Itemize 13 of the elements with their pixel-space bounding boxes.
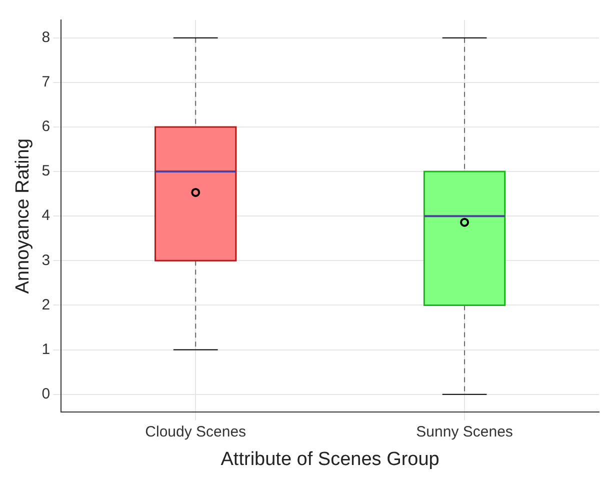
y-tick-label: 0 bbox=[42, 386, 50, 403]
y-tick-label: 5 bbox=[42, 162, 50, 180]
y-axis-title: Annoyance Rating bbox=[12, 138, 34, 294]
x-tick-label: Cloudy Scenes bbox=[145, 423, 246, 440]
y-tick-label: 6 bbox=[42, 118, 50, 136]
y-tick-label: 4 bbox=[42, 207, 50, 224]
x-tick-label: Sunny Scenes bbox=[416, 423, 513, 440]
x-axis-title: Attribute of Scenes Group bbox=[220, 448, 440, 470]
y-tick-label: 2 bbox=[42, 296, 50, 314]
y-tick-label: 8 bbox=[42, 28, 50, 46]
y-tick-label: 3 bbox=[42, 252, 50, 269]
y-tick-label: 1 bbox=[42, 340, 50, 358]
y-tick-label: 7 bbox=[42, 74, 50, 91]
